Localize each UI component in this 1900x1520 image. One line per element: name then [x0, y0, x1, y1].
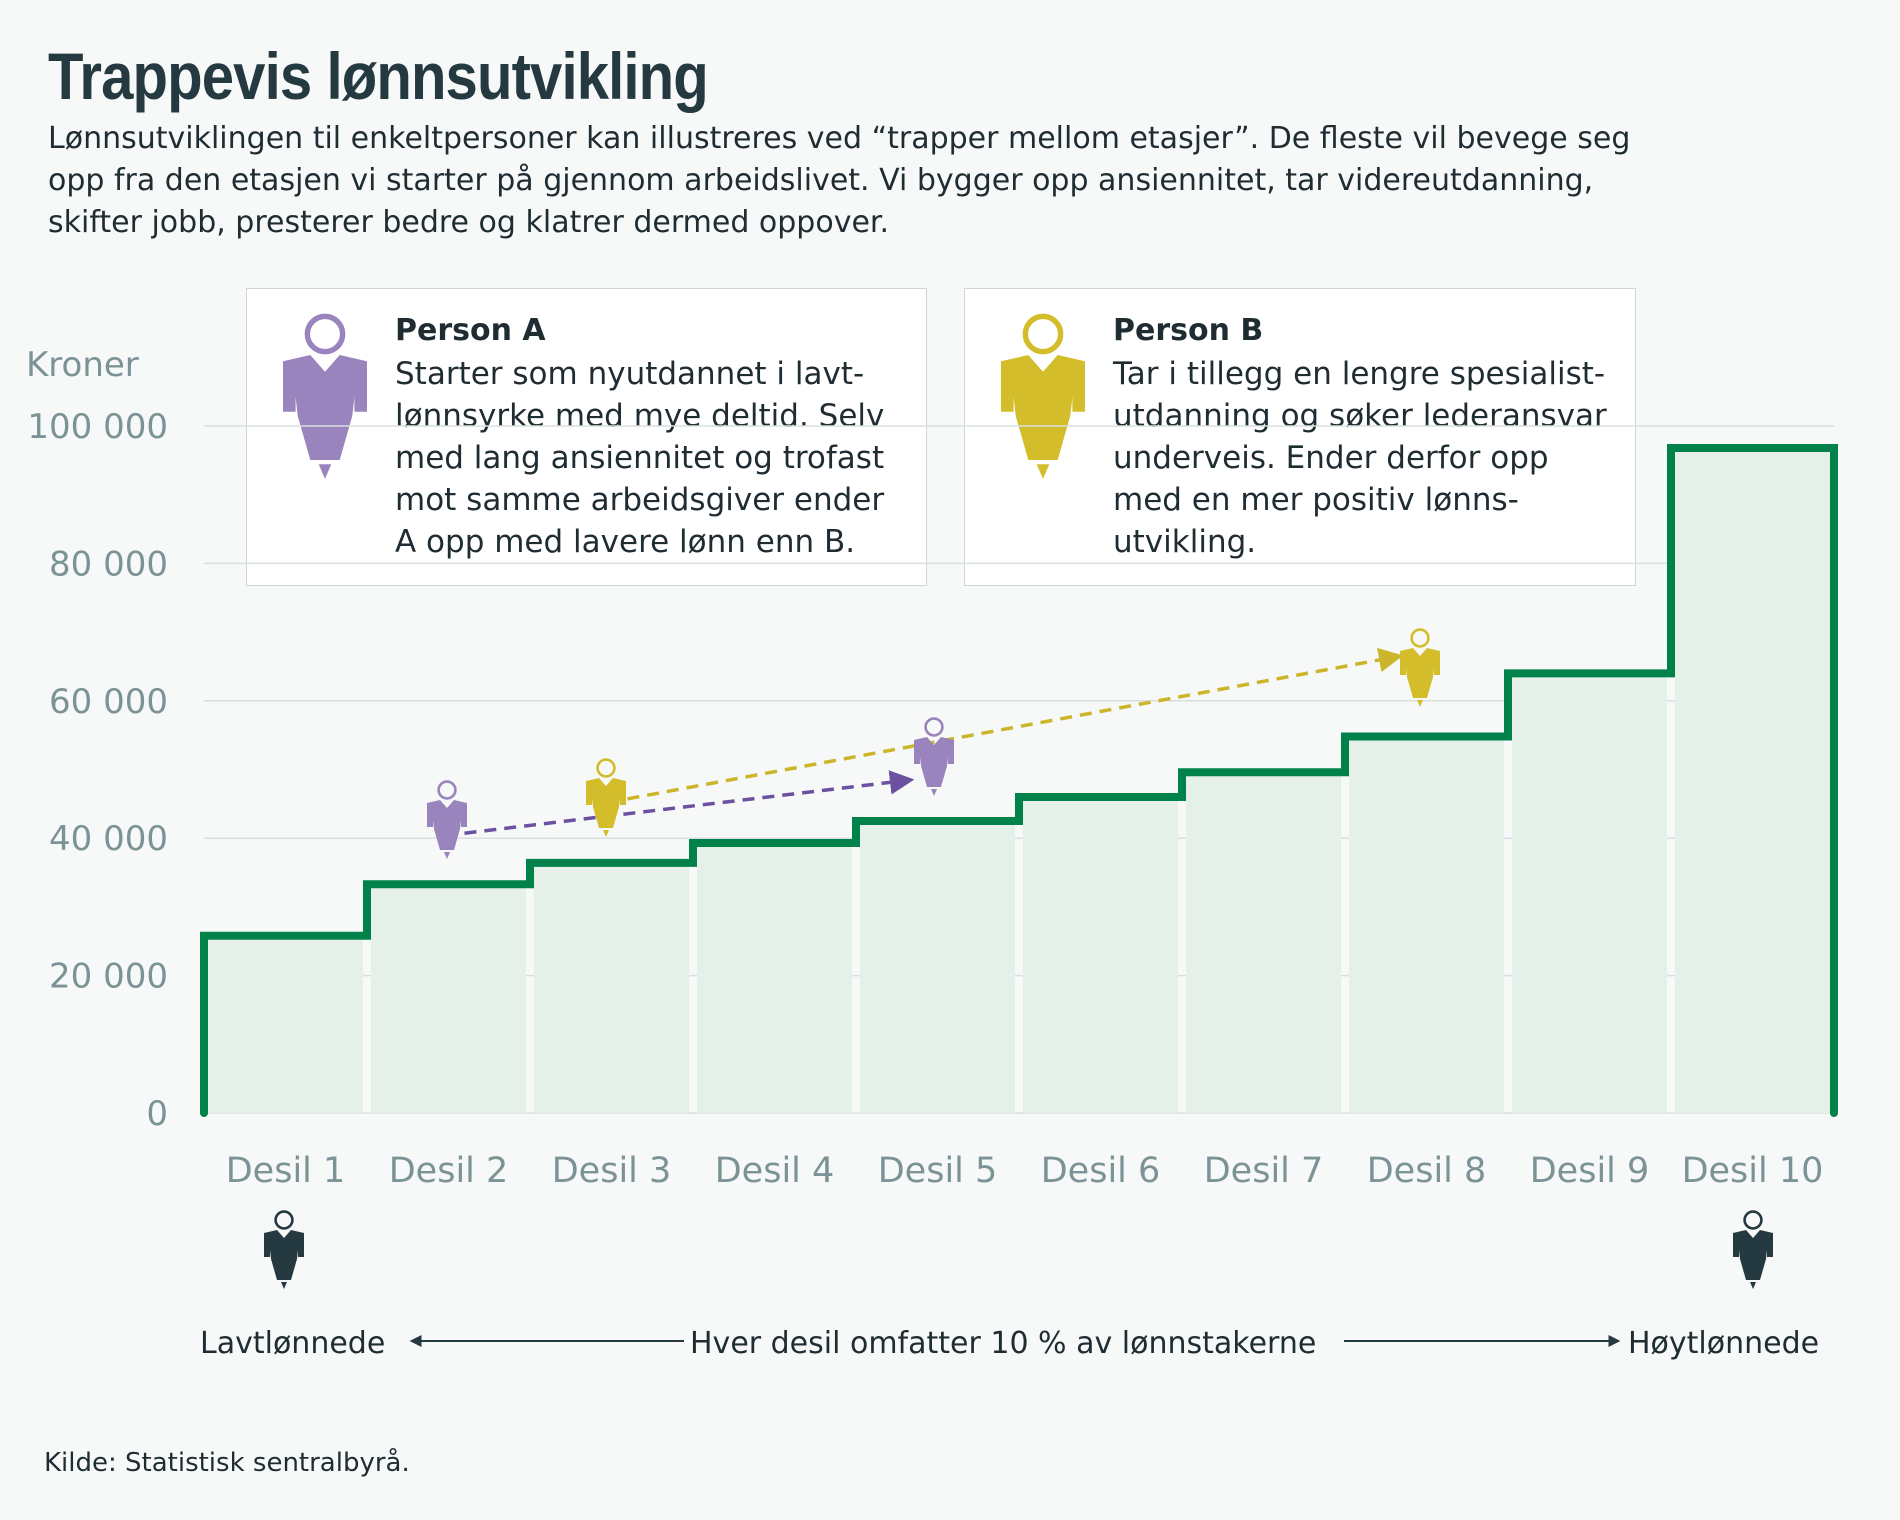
figure-tip — [603, 830, 609, 837]
figure-body — [427, 800, 467, 850]
figure-tip — [281, 1282, 287, 1289]
decile-bar — [534, 862, 689, 1113]
intro-text: Lønnsutviklingen til enkeltpersoner kan … — [48, 121, 1631, 240]
salary-staircase-chart: 0 20 000 40 000 60 000 80 000 100 000 Kroner De… — [26, 345, 1838, 1347]
person-a-name: Person A — [395, 313, 546, 348]
figure-body — [1400, 648, 1440, 698]
y-tick-label: 0 — [146, 1094, 168, 1134]
person-b-name: Person B — [1113, 313, 1264, 348]
person-b-figure — [1001, 313, 1085, 479]
person-a-description: Starter som nyutdannet i lavt- lønnsyrke… — [395, 356, 885, 560]
figure-head — [596, 758, 616, 778]
x-tick-label: Desil 7 — [1204, 1151, 1324, 1191]
decile-bar — [1023, 796, 1178, 1113]
figure-tip — [1750, 1282, 1756, 1289]
figure-tip — [1036, 464, 1050, 479]
person-b-callout: Person B Tar i tillegg en lengre spesial… — [964, 288, 1636, 586]
figure-head — [304, 313, 346, 355]
person-a-arrow — [464, 770, 915, 835]
figure-body — [1001, 355, 1085, 460]
x-tick-label: Desil 1 — [226, 1151, 346, 1191]
decile-bar — [1349, 736, 1504, 1113]
x-tick-label: Desil 4 — [715, 1151, 835, 1191]
x-tick-label: Desil 10 — [1682, 1151, 1824, 1191]
figure-body — [914, 737, 954, 787]
salary-step-line — [200, 443, 1838, 1117]
high-paid-figure — [1733, 1210, 1773, 1289]
person-b-icon — [1001, 313, 1085, 479]
low-paid-figure — [264, 1210, 304, 1289]
y-axis-label: Kroner — [26, 345, 139, 385]
figure-head — [437, 780, 457, 800]
figure-tip — [444, 852, 450, 859]
figure-head — [1022, 313, 1064, 355]
figure-tip — [318, 464, 332, 479]
decile-bar — [371, 884, 526, 1113]
figure-body — [264, 1230, 304, 1280]
figure-tip — [1417, 700, 1423, 707]
x-tick-label: Desil 2 — [389, 1151, 509, 1191]
x-tick-label: Desil 3 — [552, 1151, 672, 1191]
y-tick-label: 80 000 — [49, 544, 168, 584]
person-a-start-figure — [427, 780, 467, 859]
figure-head — [924, 717, 944, 737]
low-paid-label: Lavtlønnede — [200, 1326, 386, 1361]
person-a-figure — [283, 313, 367, 479]
y-tick-label: 40 000 — [49, 819, 168, 859]
x-tick-label: Desil 5 — [878, 1151, 998, 1191]
decile-bar — [1512, 673, 1667, 1113]
decile-explanation: Hver desil omfatter 10 % av lønnstakerne — [690, 1326, 1317, 1361]
person-a-callout: Person A Starter som nyutdannet i lavt- … — [246, 288, 927, 586]
y-tick-label: 20 000 — [49, 957, 168, 997]
y-tick-label: 60 000 — [49, 682, 168, 722]
figure-head — [1743, 1210, 1763, 1230]
person-a-icon — [283, 313, 367, 479]
figure-body — [283, 355, 367, 460]
x-tick-label: Desil 8 — [1367, 1151, 1487, 1191]
x-tick-label: Desil 9 — [1530, 1151, 1650, 1191]
figure-head — [1410, 628, 1430, 648]
person-b-end-figure — [1400, 628, 1440, 707]
figure-body — [586, 778, 626, 828]
high-paid-label: Høytlønnede — [1628, 1326, 1820, 1361]
figure-head — [274, 1210, 294, 1230]
x-tick-label: Desil 6 — [1041, 1151, 1161, 1191]
person-b-arrow — [627, 647, 1404, 801]
decile-bar — [1675, 447, 1830, 1113]
figure-body — [1733, 1230, 1773, 1280]
person-b-description: Tar i tillegg en lengre spesialist- utda… — [1113, 356, 1607, 560]
decile-bar — [1186, 772, 1341, 1113]
person-b-start-figure — [586, 758, 626, 837]
decile-bar — [208, 935, 363, 1113]
figure-tip — [931, 789, 937, 796]
decile-bar — [860, 821, 1015, 1113]
source-note: Kilde: Statistisk sentralbyrå. — [44, 1448, 410, 1478]
person-a-end-figure — [914, 717, 954, 796]
chart-title: Trappevis lønnsutvikling — [48, 39, 709, 113]
decile-bar — [697, 843, 852, 1113]
y-tick-label: 100 000 — [27, 407, 168, 447]
